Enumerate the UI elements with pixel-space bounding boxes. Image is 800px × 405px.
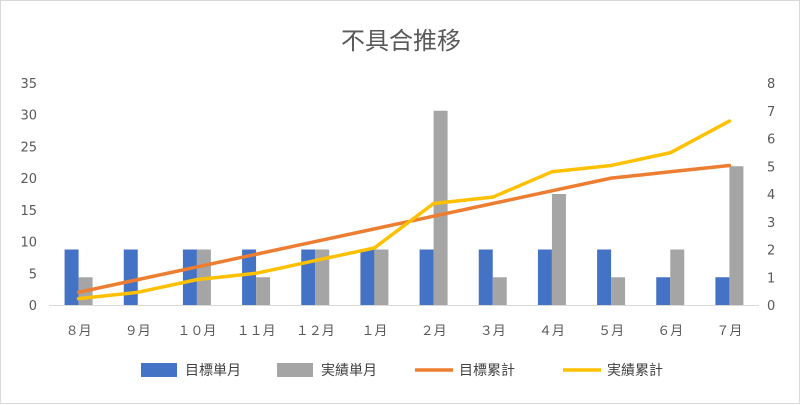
bar-actual-monthly xyxy=(433,110,448,305)
bar-target-monthly xyxy=(242,249,257,305)
category-tick-label: ９月 xyxy=(125,324,151,339)
legend: 目標単月 実績単月 目標累計 実績累計 xyxy=(141,363,663,379)
left-axis-tick-label: 35 xyxy=(20,77,37,92)
legend-swatch xyxy=(141,363,177,377)
bar-target-monthly xyxy=(715,277,730,305)
left-axis-tick-label: 10 xyxy=(20,236,37,251)
left-axis-ticks: 0 5 10 15 20 25 30 35 xyxy=(20,77,37,314)
right-axis-ticks: 0 1 2 3 4 5 6 7 8 xyxy=(767,77,775,314)
left-axis-tick-label: 20 xyxy=(20,172,37,187)
left-axis-tick-label: 25 xyxy=(20,140,37,155)
legend-label: 目標累計 xyxy=(459,363,515,379)
bar-target-monthly xyxy=(478,249,493,305)
bar-target-monthly xyxy=(537,249,552,305)
category-tick-label: １１月 xyxy=(237,324,276,339)
category-tick-label: １２月 xyxy=(296,324,335,339)
bar-layer xyxy=(64,110,744,305)
bar-target-monthly xyxy=(182,249,197,305)
right-axis-tick-label: 3 xyxy=(767,216,775,231)
bar-target-monthly xyxy=(123,249,138,305)
bar-actual-monthly xyxy=(611,277,626,305)
right-axis-tick-label: 4 xyxy=(767,188,775,203)
bar-target-monthly xyxy=(360,249,375,305)
chart-title: 不具合推移 xyxy=(341,27,461,55)
left-axis-tick-label: 5 xyxy=(29,267,37,282)
category-tick-label: １月 xyxy=(361,324,387,339)
bar-target-monthly xyxy=(656,277,671,305)
left-axis-tick-label: 30 xyxy=(20,109,37,124)
legend-label: 目標単月 xyxy=(185,363,241,379)
left-axis-tick-label: 15 xyxy=(20,204,37,219)
bar-actual-monthly xyxy=(670,249,685,305)
bar-actual-monthly xyxy=(729,166,744,305)
right-axis-tick-label: 8 xyxy=(767,77,775,92)
bar-actual-monthly xyxy=(374,249,389,305)
category-tick-label: ７月 xyxy=(716,324,742,339)
legend-swatch xyxy=(277,363,313,377)
actual-cumulative-line xyxy=(76,119,732,301)
right-axis-tick-label: 2 xyxy=(767,244,775,259)
bar-actual-monthly xyxy=(315,249,330,305)
right-axis-tick-label: 5 xyxy=(767,160,775,175)
right-axis-tick-label: 7 xyxy=(767,105,775,120)
category-tick-label: ８月 xyxy=(66,324,92,339)
legend-label: 実績単月 xyxy=(321,363,377,379)
category-tick-label: ３月 xyxy=(480,324,506,339)
category-tick-label: ４月 xyxy=(539,324,565,339)
bar-target-monthly xyxy=(419,249,434,305)
left-axis-tick-label: 0 xyxy=(29,299,37,314)
bar-target-monthly xyxy=(301,249,316,305)
line-layer xyxy=(76,119,732,301)
right-axis-tick-label: 0 xyxy=(767,299,775,314)
legend-label: 実績累計 xyxy=(607,363,663,379)
bar-actual-monthly xyxy=(492,277,507,305)
bar-target-monthly xyxy=(597,249,612,305)
bar-actual-monthly xyxy=(256,277,271,305)
right-axis-tick-label: 1 xyxy=(767,271,775,286)
category-axis-ticks: ８月 ９月 １０月 １１月 １２月 １月 ２月 ３月 ４月 ５月 ６月 ７月 xyxy=(66,324,743,339)
right-axis-tick-label: 6 xyxy=(767,133,775,148)
category-tick-label: ２月 xyxy=(421,324,447,339)
bar-actual-monthly xyxy=(551,194,566,305)
category-tick-label: １０月 xyxy=(177,324,216,339)
bar-target-monthly xyxy=(64,249,79,305)
category-tick-label: ６月 xyxy=(657,324,683,339)
target-cumulative-line xyxy=(76,163,732,295)
category-tick-label: ５月 xyxy=(598,324,624,339)
